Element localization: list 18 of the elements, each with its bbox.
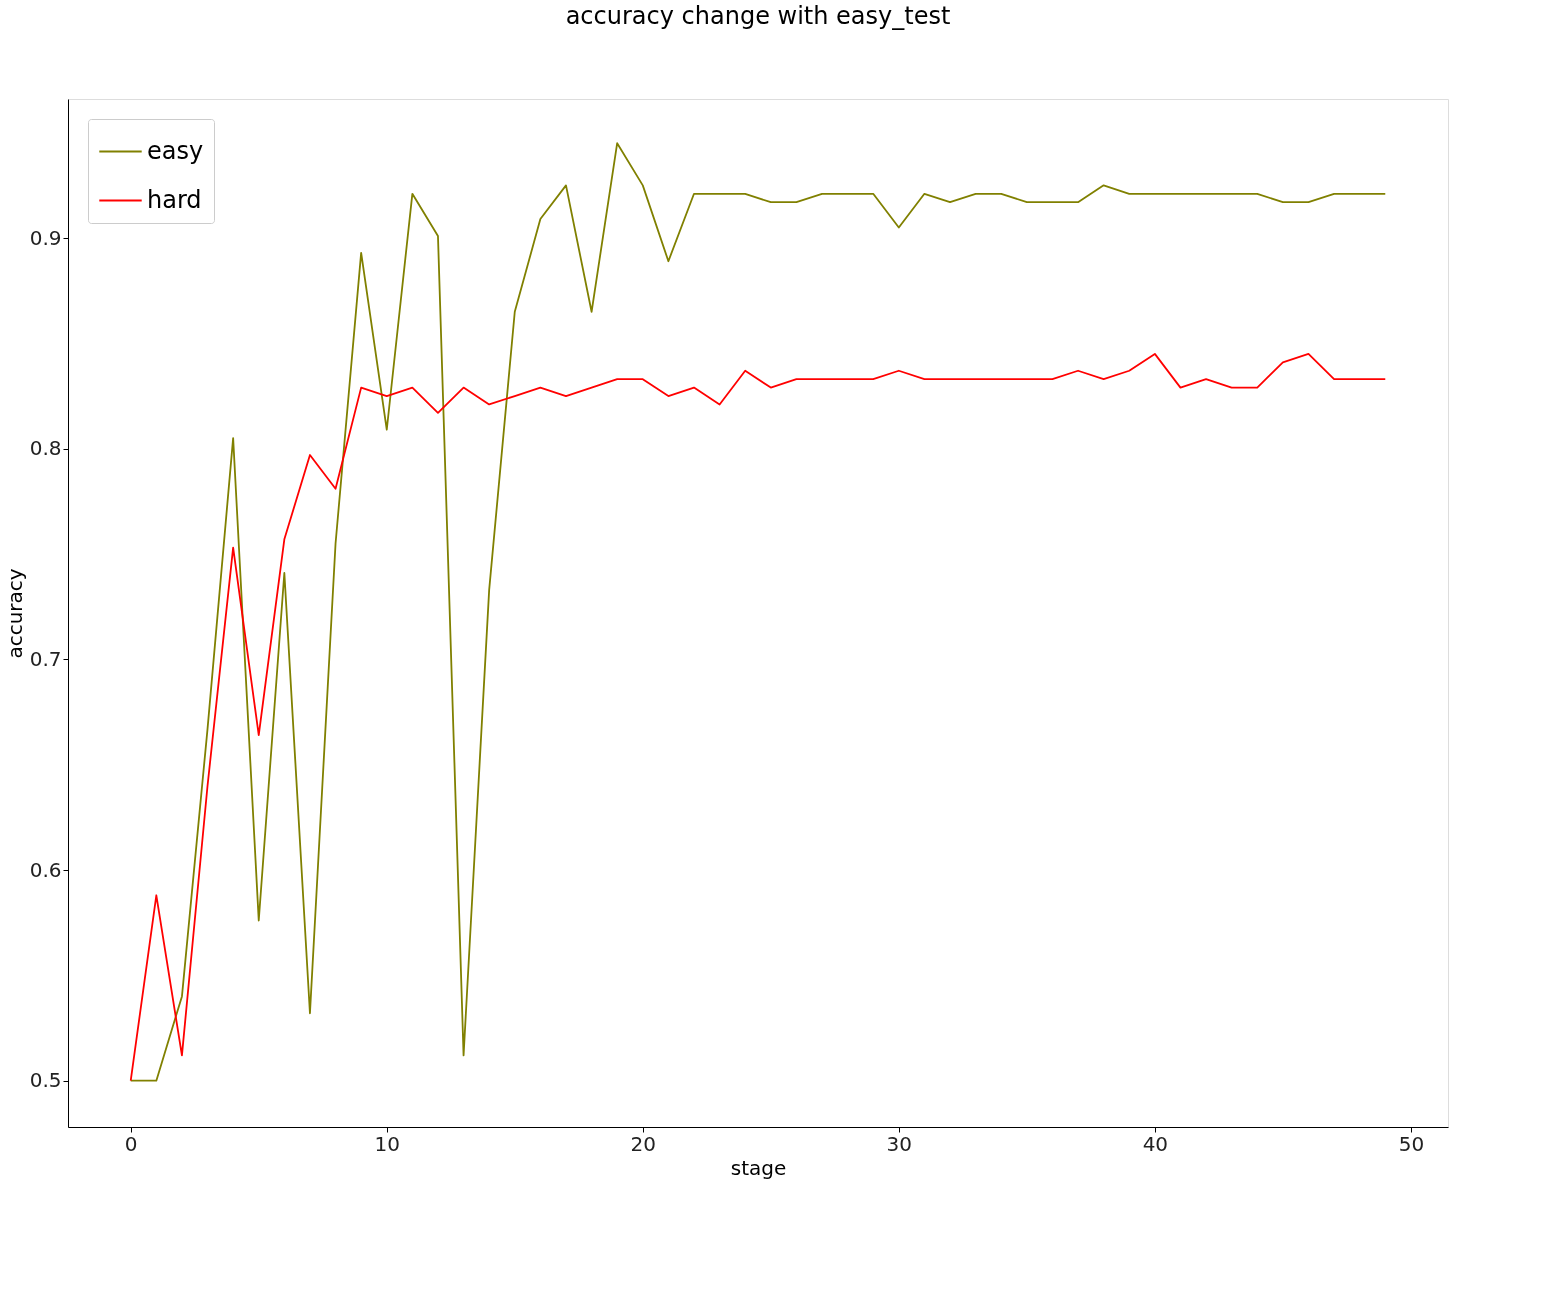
x-tick-label: 0 [124, 1131, 138, 1156]
x-axis-title: stage [730, 1155, 787, 1180]
y-tick-label: 0.5 [29, 1068, 62, 1093]
y-tick-label: 0.7 [29, 646, 62, 671]
x-tick-label: 40 [1142, 1131, 1169, 1156]
y-tick-label: 0.9 [29, 225, 62, 250]
y-tick-label: 0.8 [29, 436, 62, 461]
x-tick-label: 30 [886, 1131, 913, 1156]
x-tick-label: 50 [1398, 1131, 1425, 1156]
x-tick-label: 20 [630, 1131, 657, 1156]
chart-title: accuracy change with easy_test [565, 2, 951, 30]
x-tick-label: 10 [374, 1131, 400, 1156]
line-series [129, 352, 1387, 1082]
legend-label: easy [147, 136, 204, 165]
y-axis-title: accuracy [2, 568, 27, 659]
line-series [129, 142, 1387, 1082]
y-tick-label: 0.6 [29, 857, 62, 882]
legend-label: hard [147, 185, 202, 214]
